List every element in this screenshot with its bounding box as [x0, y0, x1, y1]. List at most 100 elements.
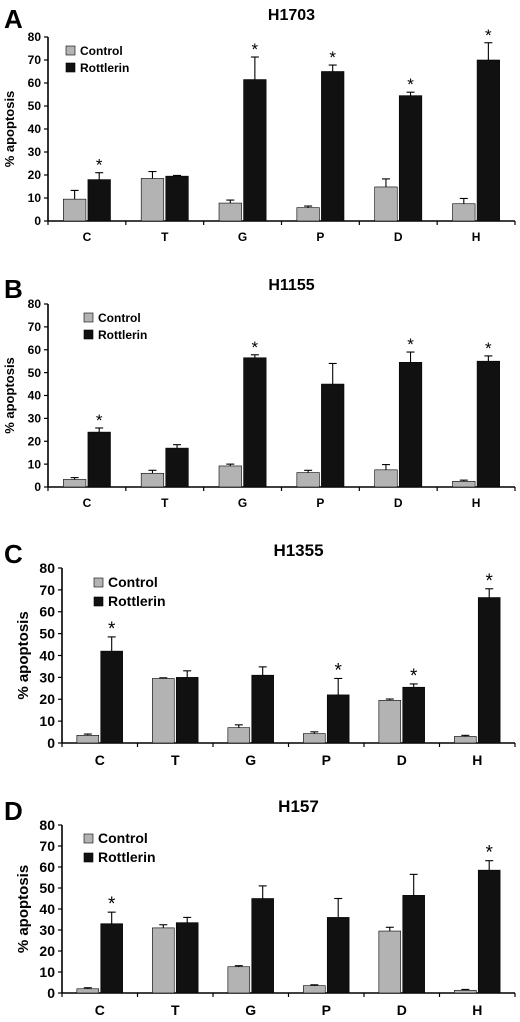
- chart-panel-b: B H1155 % apoptosis 0 10 20 30 40 50 60 70 80 C T G P D H…: [2, 274, 516, 510]
- bar-control: [374, 186, 398, 222]
- bar-control: [227, 727, 251, 744]
- chart-panel-d: D H157 % apoptosis 0 10 20 30 40 50 60 70 80 C T G P D H *…: [4, 796, 516, 1018]
- bar-control: [63, 198, 87, 222]
- y-tick-label: 60: [28, 343, 42, 357]
- y-tick-label: 20: [39, 691, 55, 707]
- y-tick-label: 50: [28, 99, 42, 113]
- x-tick-label: D: [397, 752, 407, 768]
- x-tick-label: T: [171, 752, 180, 768]
- legend: Control Rottlerin: [65, 44, 129, 75]
- x-tick-label: G: [245, 752, 256, 768]
- bar-rottlerin: [398, 95, 423, 222]
- x-tick-label: H: [472, 1002, 482, 1018]
- x-tick-label: D: [394, 230, 403, 244]
- bar-control: [303, 733, 326, 744]
- y-tick-label: 30: [39, 922, 55, 938]
- bar-rottlerin: [477, 597, 501, 744]
- significance-marker: *: [485, 339, 492, 358]
- y-tick-label: 0: [34, 480, 41, 494]
- legend-swatch-control: [83, 833, 94, 844]
- bar-control: [296, 472, 320, 488]
- bar-rottlerin: [165, 447, 189, 488]
- y-axis-label: % apoptosis: [2, 357, 17, 434]
- bar-rottlerin: [100, 650, 123, 744]
- y-tick-label: 10: [39, 964, 55, 980]
- y-tick-label: 60: [39, 859, 55, 875]
- y-tick-label: 20: [28, 434, 42, 448]
- bar-rottlerin: [251, 674, 274, 744]
- bar-control: [378, 930, 402, 994]
- y-tick-label: 0: [47, 985, 55, 1001]
- bar-control: [76, 988, 100, 994]
- significance-marker: *: [252, 338, 259, 357]
- y-tick-label: 0: [34, 214, 41, 228]
- x-tick-label: C: [83, 230, 92, 244]
- significance-marker: *: [334, 660, 342, 681]
- bar-rottlerin: [165, 175, 189, 222]
- legend-label-control: Control: [98, 830, 148, 846]
- significance-marker: *: [410, 666, 418, 687]
- y-tick-label: 20: [28, 168, 42, 182]
- legend-label-control: Control: [98, 311, 141, 325]
- bar-rottlerin: [87, 179, 111, 222]
- x-tick-label: T: [171, 1002, 180, 1018]
- bar-control: [378, 700, 402, 744]
- legend-swatch-rottlerin: [65, 62, 76, 73]
- y-tick-label: 30: [39, 669, 55, 685]
- bar-control: [452, 480, 476, 488]
- y-tick-label: 30: [28, 412, 42, 426]
- legend: Control Rottlerin: [83, 311, 147, 342]
- legend-swatch-rottlerin: [93, 596, 104, 607]
- bar-rottlerin: [251, 898, 274, 994]
- y-tick-label: 80: [28, 30, 42, 44]
- bar-rottlerin: [326, 694, 350, 744]
- bar-rottlerin: [100, 923, 123, 994]
- y-tick-label: 80: [28, 297, 42, 311]
- x-tick-label: P: [322, 752, 331, 768]
- bar-control: [152, 927, 175, 994]
- bar-rottlerin: [477, 869, 501, 994]
- chart-title: H1155: [268, 277, 314, 294]
- bar-control: [374, 469, 398, 488]
- x-tick-label: C: [95, 1002, 105, 1018]
- chart-title: H157: [278, 797, 319, 816]
- y-axis-label: % apoptosis: [2, 91, 17, 168]
- y-tick-label: 30: [28, 145, 42, 159]
- significance-marker: *: [485, 26, 492, 45]
- legend-label-rottlerin: Rottlerin: [108, 593, 166, 609]
- y-tick-label: 20: [39, 943, 55, 959]
- bar-control: [76, 735, 100, 744]
- bar-rottlerin: [243, 79, 267, 222]
- x-tick-label: P: [322, 1002, 331, 1018]
- y-tick-label: 40: [39, 647, 55, 663]
- panel-letter: D: [4, 796, 23, 826]
- significance-marker: *: [407, 335, 414, 354]
- bar-control: [227, 966, 251, 994]
- bar-rottlerin: [476, 59, 500, 222]
- chart-panel-a: A H1703 % apoptosis 0 10 20 30 40 50 60 70 80 C T G P D H…: [2, 4, 516, 244]
- bar-rottlerin: [326, 917, 350, 994]
- bar-control: [218, 465, 242, 488]
- x-tick-label: G: [245, 1002, 256, 1018]
- bar-rottlerin: [321, 71, 345, 222]
- legend-label-rottlerin: Rottlerin: [98, 849, 156, 865]
- x-tick-label: P: [316, 230, 324, 244]
- bar-control: [140, 178, 165, 222]
- y-tick-label: 10: [28, 457, 42, 471]
- bar-rottlerin: [398, 362, 423, 488]
- bar-control: [303, 985, 326, 994]
- y-tick-label: 50: [39, 880, 55, 896]
- bar-control: [454, 736, 477, 744]
- y-tick-label: 40: [28, 389, 42, 403]
- legend-swatch-rottlerin: [83, 852, 94, 863]
- significance-marker: *: [329, 48, 336, 67]
- bar-rottlerin: [321, 383, 345, 488]
- x-tick-label: H: [472, 230, 481, 244]
- x-tick-label: H: [472, 752, 482, 768]
- y-tick-label: 40: [28, 122, 42, 136]
- y-tick-label: 50: [28, 366, 42, 380]
- bar-control: [218, 202, 242, 222]
- significance-marker: *: [485, 571, 493, 592]
